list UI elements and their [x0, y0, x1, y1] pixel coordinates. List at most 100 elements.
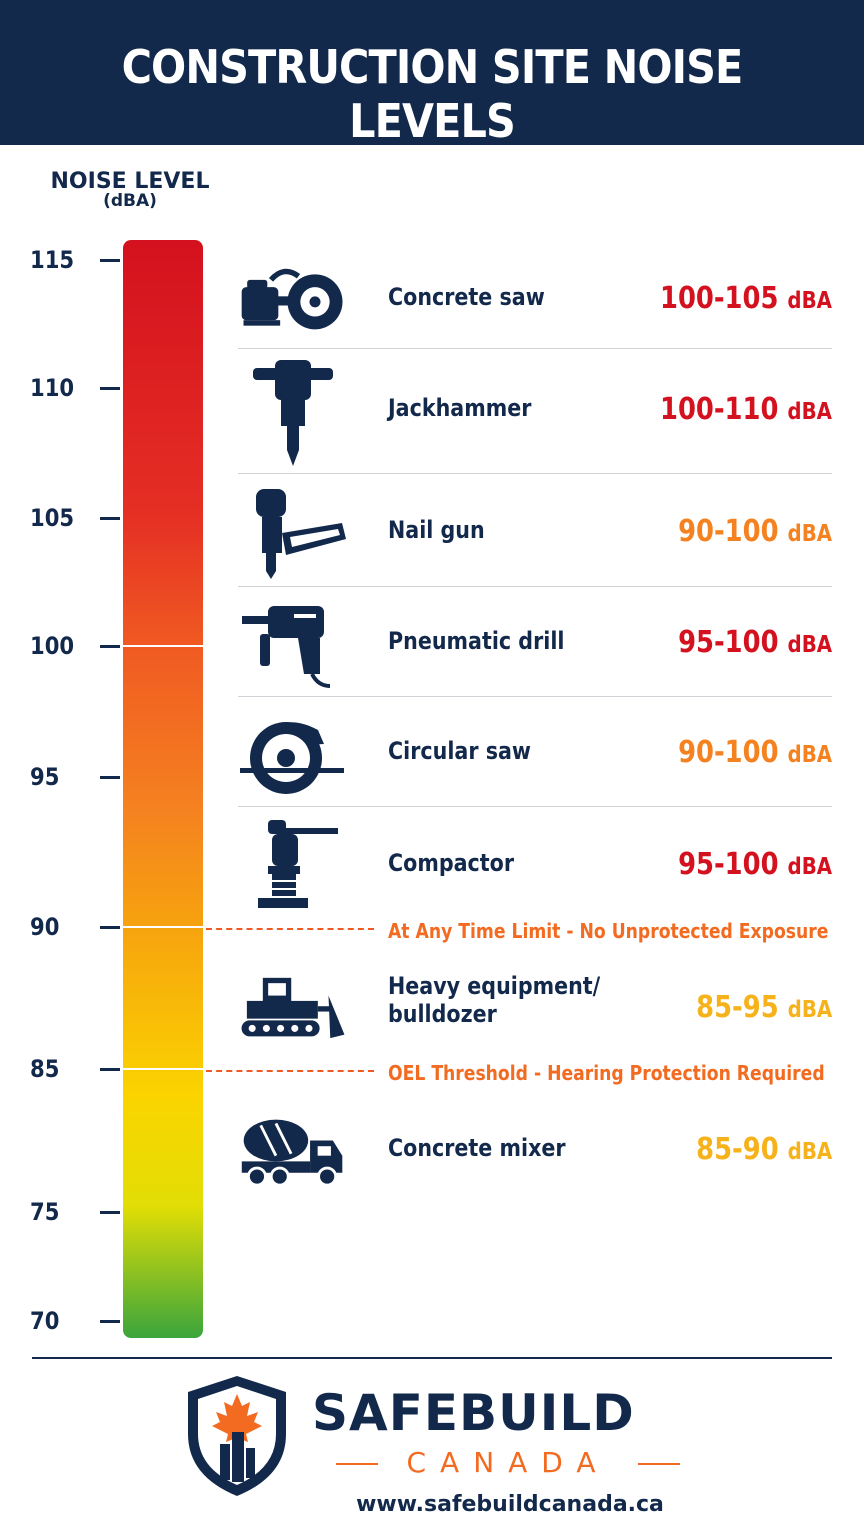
item-unit: dBA [787, 288, 832, 314]
tick-label: 75 [30, 1198, 60, 1226]
item-range: 85-90 [695, 1132, 779, 1167]
maple-leaf-shield-icon [182, 1372, 292, 1505]
item-range: 100-105 [660, 281, 779, 316]
brand-subtitle-rule-right [638, 1463, 680, 1465]
list-item: Jackhammer 100-110 dBA [238, 350, 832, 472]
item-name: Pneumatic drill [388, 627, 565, 655]
bar-divider-90 [123, 926, 203, 928]
item-unit: dBA [787, 399, 832, 425]
tick-mark [100, 1068, 120, 1071]
threshold-label-90: At Any Time Limit - No Unprotected Expos… [388, 919, 829, 943]
list-item: Circular saw 90-100 dBA [238, 698, 832, 806]
item-range: 90-100 [677, 735, 779, 770]
list-item: Heavy equipment/ bulldozer 85-95 dBA [238, 955, 832, 1060]
row-divider [238, 473, 832, 474]
tick-label: 105 [30, 504, 75, 532]
tick-label: 100 [30, 632, 75, 660]
list-item: Concrete mixer 85-90 dBA [238, 1100, 832, 1200]
concrete-mixer-icon [238, 1100, 348, 1200]
item-unit: dBA [787, 1139, 832, 1165]
item-unit: dBA [787, 854, 832, 880]
website-link[interactable]: www.safebuildcanada.ca [356, 1492, 664, 1517]
threshold-line-90 [206, 928, 374, 930]
threshold-line-85 [206, 1070, 374, 1072]
tick-label: 110 [30, 374, 75, 402]
item-value: 85-90 dBA [696, 1132, 832, 1167]
header-banner: CONSTRUCTION SITE NOISE LEVELS [0, 0, 864, 148]
tick-mark [100, 517, 120, 520]
axis-tick: 85 [30, 1054, 120, 1084]
item-value: 100-110 dBA [660, 392, 832, 427]
tick-label: 85 [30, 1055, 60, 1083]
item-name: Circular saw [388, 737, 531, 765]
axis-tick: 100 [30, 631, 120, 661]
item-name: Concrete saw [388, 283, 545, 311]
item-value: 95-100 dBA [678, 847, 832, 882]
brand-subtitle-rule-left [336, 1463, 378, 1465]
tick-mark [100, 1320, 120, 1323]
item-name: Heavy equipment/ bulldozer [388, 972, 601, 1028]
threshold-label-85: OEL Threshold - Hearing Protection Requi… [388, 1061, 825, 1085]
bar-divider-85 [123, 1068, 203, 1070]
tick-mark [100, 387, 120, 390]
nail-gun-icon [238, 475, 348, 586]
item-value: 100-105 dBA [660, 281, 832, 316]
row-divider [238, 806, 832, 807]
axis-tick: 90 [30, 912, 120, 942]
circular-saw-icon [238, 698, 348, 806]
noise-gradient-bar [123, 240, 203, 1338]
list-item: Pneumatic drill 95-100 dBA [238, 588, 832, 696]
compactor-icon [238, 808, 348, 920]
tick-mark [100, 259, 120, 262]
brand-subtitle: CANADA [318, 1446, 698, 1479]
item-value: 90-100 dBA [678, 514, 832, 549]
brand-name: SAFEBUILD [312, 1384, 635, 1442]
item-name-line1: Heavy equipment/ [388, 972, 601, 1000]
tick-label: 70 [30, 1307, 60, 1335]
tick-mark [100, 776, 120, 779]
row-divider [238, 586, 832, 587]
item-unit: dBA [787, 632, 832, 658]
brand-subtitle-text: CANADA [406, 1446, 610, 1479]
item-name: Compactor [388, 849, 515, 877]
tick-mark [100, 645, 120, 648]
tick-label: 115 [30, 246, 75, 274]
bar-divider-100 [123, 645, 203, 647]
item-name-line2: bulldozer [388, 999, 497, 1028]
item-name: Nail gun [388, 516, 485, 544]
jackhammer-icon [238, 350, 348, 472]
axis-title-text: NOISE LEVEL [50, 169, 210, 194]
item-value: 95-100 dBA [678, 625, 832, 660]
pneumatic-drill-icon [238, 588, 348, 696]
axis-tick: 75 [30, 1197, 120, 1227]
tick-mark [100, 926, 120, 929]
item-value: 85-95 dBA [696, 990, 832, 1025]
row-divider [238, 348, 832, 349]
item-value: 90-100 dBA [678, 735, 832, 770]
concrete-saw-icon [238, 250, 348, 350]
item-range: 100-110 [660, 392, 779, 427]
axis-title: NOISE LEVEL (dBA) [30, 170, 230, 211]
footer-divider [32, 1357, 832, 1359]
bulldozer-icon [238, 955, 348, 1060]
item-range: 85-95 [695, 990, 779, 1025]
axis-unit: (dBA) [103, 191, 157, 212]
axis-tick: 115 [30, 245, 120, 275]
item-unit: dBA [787, 997, 832, 1023]
axis-tick: 110 [30, 373, 120, 403]
axis-tick: 70 [30, 1306, 120, 1336]
axis-tick: 105 [30, 503, 120, 533]
tick-mark [100, 1211, 120, 1214]
list-item: Concrete saw 100-105 dBA [238, 250, 832, 350]
axis-tick: 95 [30, 762, 120, 792]
item-range: 90-100 [677, 514, 779, 549]
item-unit: dBA [787, 742, 832, 768]
item-unit: dBA [787, 521, 832, 547]
tick-label: 90 [30, 913, 60, 941]
item-name: Concrete mixer [388, 1134, 566, 1162]
tick-label: 95 [30, 763, 60, 791]
row-divider [238, 696, 832, 697]
page-title: CONSTRUCTION SITE NOISE LEVELS [121, 40, 744, 148]
item-name: Jackhammer [388, 394, 532, 422]
list-item: Compactor 95-100 dBA [238, 808, 832, 920]
